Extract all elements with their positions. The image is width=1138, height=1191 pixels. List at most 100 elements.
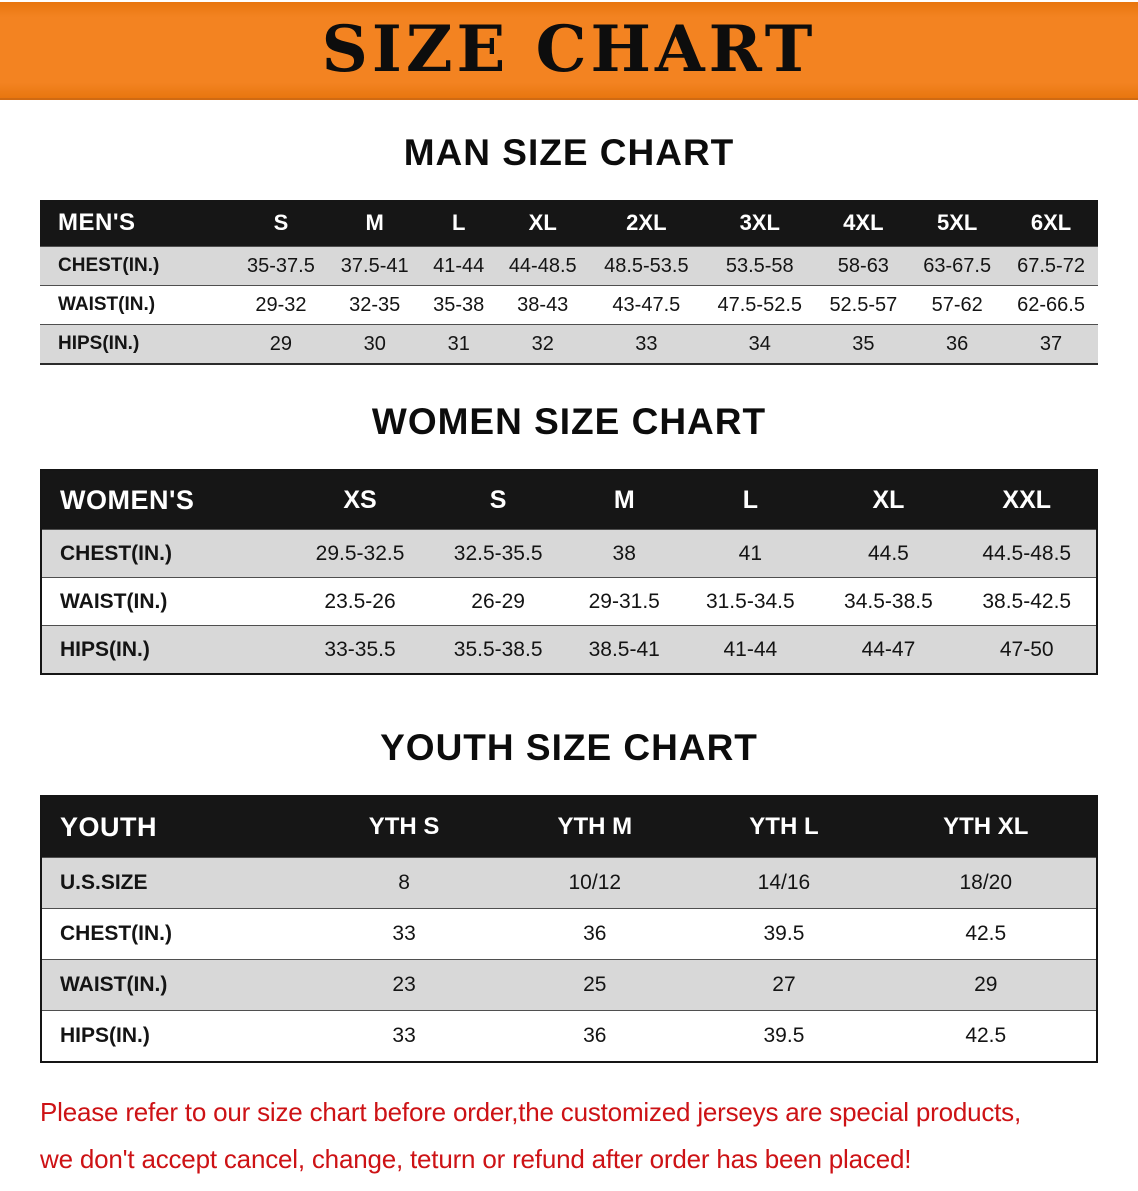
measurement-value: 29-32 xyxy=(234,285,328,325)
size-column-header: L xyxy=(421,200,496,247)
measurement-row: HIPS(IN.) 33-35.5 35.5-38.5 38.5-41 41-44 44-… xyxy=(41,625,1097,674)
title-banner: SIZE CHART xyxy=(0,2,1138,100)
measurement-label: WAIST(IN.) xyxy=(41,577,291,626)
measurement-value: 38 xyxy=(567,529,682,578)
measurement-row: WAIST(IN.) 23.5-26 26-29 29-31.5 31.5-34.5 34… xyxy=(41,577,1097,626)
measurement-row: CHEST(IN.) 33 36 39.5 42.5 xyxy=(41,908,1097,960)
size-column-header: YTH L xyxy=(692,796,876,858)
measurement-value: 10/12 xyxy=(497,857,693,909)
measurement-row: U.S.SIZE 8 10/12 14/16 18/20 xyxy=(41,857,1097,909)
measurement-value: 33 xyxy=(311,908,498,960)
size-column-header: 6XL xyxy=(1004,200,1098,247)
size-column-header: S xyxy=(234,200,328,247)
measurement-value: 33-35.5 xyxy=(291,625,430,674)
women-size-section: WOMEN SIZE CHART WOMEN'S XS S M L XL XXL CHEST(… xyxy=(0,401,1138,675)
measurement-value: 52.5-57 xyxy=(816,285,911,325)
measurement-value: 29 xyxy=(234,324,328,364)
measurement-value: 43-47.5 xyxy=(589,285,704,325)
measurement-label: HIPS(IN.) xyxy=(41,1010,311,1062)
women-size-table: WOMEN'S XS S M L XL XXL CHEST(IN.) 29.5-32.5 32.5… xyxy=(40,469,1098,675)
measurement-value: 25 xyxy=(497,959,693,1011)
table-title-cell: MEN'S xyxy=(40,200,234,247)
measurement-value: 34 xyxy=(703,324,817,364)
men-section-heading: MAN SIZE CHART xyxy=(403,132,735,173)
measurement-value: 44.5-48.5 xyxy=(957,529,1097,578)
measurement-value: 67.5-72 xyxy=(1004,246,1098,286)
measurement-value: 35.5-38.5 xyxy=(429,625,568,674)
measurement-value: 58-63 xyxy=(816,246,911,286)
size-column-header: XS xyxy=(291,470,430,530)
size-column-header: M xyxy=(327,200,422,247)
youth-section-heading: YOUTH SIZE CHART xyxy=(380,727,758,768)
measurement-label: CHEST(IN.) xyxy=(40,246,234,286)
table-header-row: WOMEN'S XS S M L XL XXL xyxy=(41,470,1097,530)
measurement-value: 42.5 xyxy=(875,1010,1097,1062)
measurement-label: WAIST(IN.) xyxy=(41,959,311,1011)
measurement-value: 39.5 xyxy=(692,908,876,960)
measurement-value: 36 xyxy=(497,908,693,960)
size-column-header: XL xyxy=(819,470,958,530)
measurement-value: 63-67.5 xyxy=(910,246,1005,286)
men-size-section: MAN SIZE CHART MEN'S S M L XL 2XL 3XL 4XL 5XL 6XL… xyxy=(0,132,1138,365)
measurement-value: 8 xyxy=(311,857,498,909)
measurement-label: HIPS(IN.) xyxy=(41,625,291,674)
notice-line-1: Please refer to our size chart before or… xyxy=(40,1097,1022,1127)
measurement-value: 62-66.5 xyxy=(1004,285,1098,325)
size-column-header: YTH XL xyxy=(875,796,1097,858)
measurement-label: HIPS(IN.) xyxy=(40,324,234,364)
size-column-header: YTH M xyxy=(497,796,693,858)
measurement-value: 18/20 xyxy=(875,857,1097,909)
youth-size-section: YOUTH SIZE CHART YOUTH YTH S YTH M YTH L YTH… xyxy=(0,727,1138,1063)
measurement-value: 29.5-32.5 xyxy=(291,529,430,578)
measurement-row: WAIST(IN.) 23 25 27 29 xyxy=(41,959,1097,1011)
size-column-header: 4XL xyxy=(816,200,911,247)
measurement-value: 27 xyxy=(692,959,876,1011)
measurement-value: 32-35 xyxy=(327,285,422,325)
measurement-value: 29-31.5 xyxy=(567,577,682,626)
measurement-value: 32.5-35.5 xyxy=(429,529,568,578)
measurement-value: 38.5-41 xyxy=(567,625,682,674)
measurement-value: 37.5-41 xyxy=(327,246,422,286)
measurement-row: CHEST(IN.) 35-37.5 37.5-41 41-44 44-48.5 48.5… xyxy=(40,246,1098,286)
measurement-value: 44-47 xyxy=(819,625,958,674)
measurement-value: 41 xyxy=(681,529,820,578)
measurement-value: 38.5-42.5 xyxy=(957,577,1097,626)
measurement-value: 57-62 xyxy=(910,285,1005,325)
measurement-value: 31.5-34.5 xyxy=(681,577,820,626)
size-column-header: 3XL xyxy=(703,200,817,247)
measurement-value: 34.5-38.5 xyxy=(819,577,958,626)
measurement-value: 37 xyxy=(1004,324,1098,364)
measurement-value: 44-48.5 xyxy=(495,246,590,286)
measurement-value: 33 xyxy=(589,324,704,364)
measurement-value: 33 xyxy=(311,1010,498,1062)
measurement-value: 41-44 xyxy=(421,246,496,286)
youth-size-table: YOUTH YTH S YTH M YTH L YTH XL U.S.SIZE 8 10/12… xyxy=(40,795,1098,1063)
size-column-header: L xyxy=(681,470,820,530)
measurement-value: 47-50 xyxy=(957,625,1097,674)
table-header-row: MEN'S S M L XL 2XL 3XL 4XL 5XL 6XL xyxy=(40,200,1098,247)
measurement-value: 23 xyxy=(311,959,498,1011)
size-column-header: XXL xyxy=(957,470,1097,530)
measurement-label: CHEST(IN.) xyxy=(41,529,291,578)
women-section-heading: WOMEN SIZE CHART xyxy=(371,401,767,442)
measurement-value: 29 xyxy=(875,959,1097,1011)
table-title-cell: YOUTH xyxy=(41,796,311,858)
table-header-row: YOUTH YTH S YTH M YTH L YTH XL xyxy=(41,796,1097,858)
measurement-value: 44.5 xyxy=(819,529,958,578)
size-charts: MAN SIZE CHART MEN'S S M L XL 2XL 3XL 4XL 5XL 6XL… xyxy=(0,132,1138,1063)
size-column-header: M xyxy=(567,470,682,530)
size-column-header: 5XL xyxy=(910,200,1005,247)
measurement-row: HIPS(IN.) 29 30 31 32 33 34 35 36 37 xyxy=(40,324,1098,364)
table-title-cell: WOMEN'S xyxy=(41,470,291,530)
measurement-value: 35 xyxy=(816,324,911,364)
measurement-label: U.S.SIZE xyxy=(41,857,311,909)
measurement-value: 30 xyxy=(327,324,422,364)
measurement-value: 36 xyxy=(910,324,1005,364)
measurement-value: 14/16 xyxy=(692,857,876,909)
measurement-value: 53.5-58 xyxy=(703,246,817,286)
size-column-header: 2XL xyxy=(589,200,704,247)
measurement-value: 26-29 xyxy=(429,577,568,626)
measurement-value: 47.5-52.5 xyxy=(703,285,817,325)
measurement-value: 39.5 xyxy=(692,1010,876,1062)
measurement-value: 35-37.5 xyxy=(234,246,328,286)
